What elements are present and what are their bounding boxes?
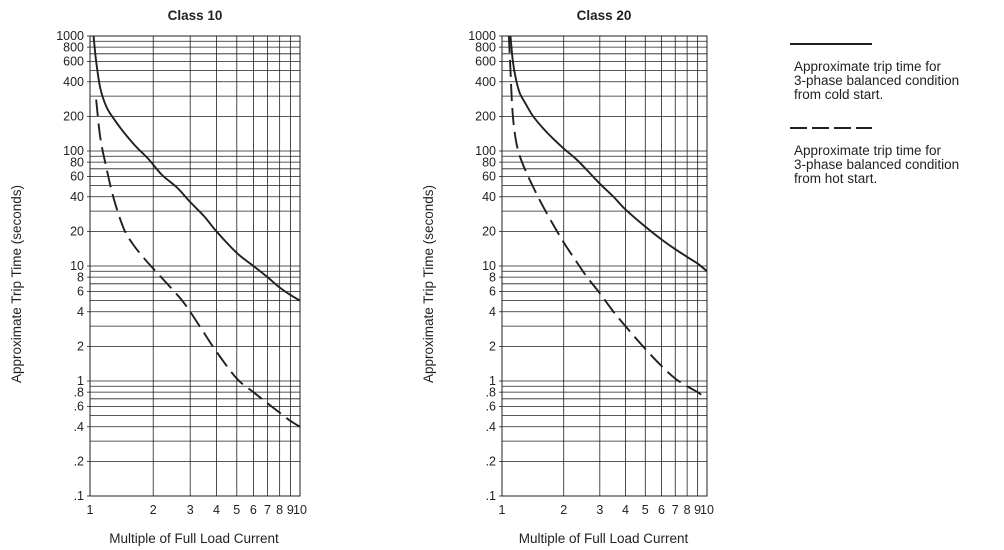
y-tick-label: 400 [63, 75, 84, 89]
x-tick-label: 3 [596, 503, 603, 517]
y-tick-label: 4 [489, 305, 496, 319]
chart-title: Class 20 [577, 8, 632, 23]
x-tick-label: 4 [622, 503, 629, 517]
y-tick-label: 60 [70, 170, 84, 184]
y-tick-label: 2 [77, 340, 84, 354]
legend-hot-start-text: Approximate trip time for 3-phase balanc… [794, 143, 960, 186]
y-tick-label: .8 [74, 385, 84, 399]
chart-title: Class 10 [168, 8, 223, 23]
y-tick-label: 1 [77, 374, 84, 388]
y-tick-label: 1000 [56, 29, 84, 43]
x-tick-label: 10 [293, 503, 307, 517]
y-tick-label: 200 [63, 110, 84, 124]
y-tick-label: .1 [74, 489, 84, 503]
y-tick-label: 8 [77, 270, 84, 284]
y-tick-label: .2 [74, 455, 84, 469]
x-axis-label: Multiple of Full Load Current [519, 531, 689, 546]
legend-item-cold-start: Approximate trip time for 3-phase balanc… [790, 40, 1004, 102]
x-tick-label: 5 [642, 503, 649, 517]
x-axis-label: Multiple of Full Load Current [109, 531, 279, 546]
y-tick-label: .1 [486, 489, 496, 503]
x-tick-label: 8 [684, 503, 691, 517]
y-tick-label: .6 [486, 400, 496, 414]
legend-item-hot-start: Approximate trip time for 3-phase balanc… [790, 124, 1004, 186]
x-tick-label: 2 [150, 503, 157, 517]
y-tick-label: 60 [482, 170, 496, 184]
y-tick-label: .6 [74, 400, 84, 414]
chart-2: .1.2.4.6.8124681020406080100200400600800… [421, 8, 714, 546]
y-tick-label: .4 [486, 420, 496, 434]
y-tick-label: 600 [475, 55, 496, 69]
x-tick-label: 1 [499, 503, 506, 517]
cold-start-curve [92, 35, 301, 302]
legend: Approximate trip time for 3-phase balanc… [790, 40, 1004, 186]
y-axis-label: Approximate Trip Time (seconds) [9, 185, 24, 383]
y-tick-label: 1000 [468, 29, 496, 43]
y-tick-label: 8 [489, 270, 496, 284]
y-tick-label: 10 [70, 259, 84, 273]
hot-start-curve [95, 99, 301, 428]
x-tick-label: 10 [700, 503, 714, 517]
x-tick-label: 2 [560, 503, 567, 517]
y-tick-label: 4 [77, 305, 84, 319]
y-tick-label: .8 [486, 385, 496, 399]
hot-start-curve [507, 35, 708, 400]
x-tick-label: 3 [187, 503, 194, 517]
y-tick-label: 80 [482, 155, 496, 169]
dashed-line-sample [790, 127, 872, 129]
x-tick-label: 7 [264, 503, 271, 517]
chart-1: .1.2.4.6.8124681020406080100200400600800… [9, 8, 307, 546]
y-tick-label: 20 [70, 225, 84, 239]
y-tick-label: 10 [482, 259, 496, 273]
y-tick-label: 1 [489, 374, 496, 388]
y-tick-label: .4 [74, 420, 84, 434]
chart-2-grid [501, 35, 708, 497]
x-tick-label: 6 [250, 503, 257, 517]
y-tick-label: 80 [70, 155, 84, 169]
y-tick-label: 100 [63, 144, 84, 158]
y-tick-label: 20 [482, 225, 496, 239]
y-tick-label: 2 [489, 340, 496, 354]
cold-start-curve [509, 35, 708, 272]
y-tick-label: .2 [486, 455, 496, 469]
x-tick-label: 1 [87, 503, 94, 517]
x-tick-label: 7 [672, 503, 679, 517]
x-tick-label: 9 [694, 503, 701, 517]
y-tick-label: 100 [475, 144, 496, 158]
x-tick-label: 5 [233, 503, 240, 517]
y-tick-label: 400 [475, 75, 496, 89]
x-tick-label: 4 [213, 503, 220, 517]
y-tick-label: 800 [475, 40, 496, 54]
y-tick-label: 6 [77, 285, 84, 299]
x-tick-label: 6 [658, 503, 665, 517]
y-tick-label: 40 [482, 190, 496, 204]
solid-line-sample [790, 43, 872, 45]
x-tick-label: 9 [287, 503, 294, 517]
y-tick-label: 800 [63, 40, 84, 54]
y-tick-label: 6 [489, 285, 496, 299]
y-tick-label: 600 [63, 55, 84, 69]
y-tick-label: 200 [475, 110, 496, 124]
x-tick-label: 8 [276, 503, 283, 517]
legend-cold-start-text: Approximate trip time for 3-phase balanc… [794, 59, 960, 102]
chart-1-grid [89, 35, 301, 497]
y-tick-label: 40 [70, 190, 84, 204]
y-axis-label: Approximate Trip Time (seconds) [421, 185, 436, 383]
